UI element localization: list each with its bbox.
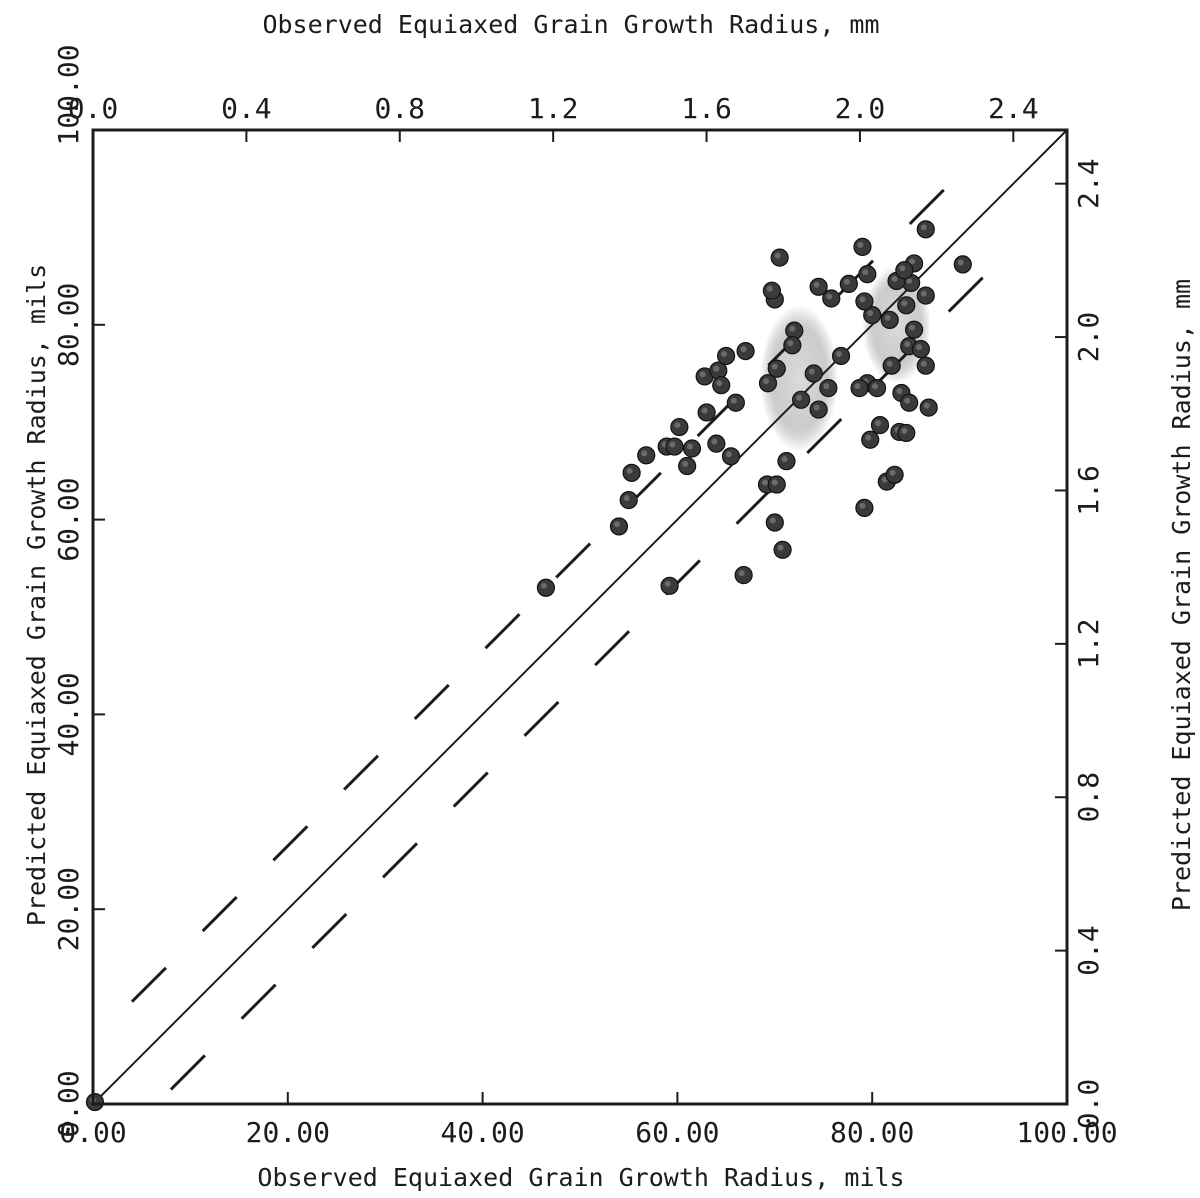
data-point	[622, 463, 641, 482]
y-tick-label-left: 80.00	[52, 283, 85, 367]
data-point	[734, 566, 753, 585]
x-axis-title-top: Observed Equiaxed Grain Growth Radius, m…	[262, 10, 879, 39]
data-point	[809, 400, 828, 419]
data-point	[670, 417, 689, 437]
x-tick-label-top: 0.8	[374, 92, 425, 125]
y-tick-label-right: 2.4	[1072, 158, 1105, 209]
data-point	[850, 379, 869, 398]
reference-lines-layer	[92, 129, 1068, 1105]
data-point	[904, 320, 924, 339]
data-point	[721, 447, 741, 466]
data-points-layer	[85, 220, 972, 1112]
x-tick-label-bottom: 20.00	[246, 1116, 330, 1149]
data-point	[822, 289, 841, 308]
data-point	[637, 446, 656, 465]
data-point	[783, 336, 802, 355]
data-point	[707, 434, 726, 453]
data-point	[855, 498, 874, 518]
x-tick-label-top: 2.0	[835, 92, 886, 125]
data-point	[882, 356, 901, 375]
data-point	[536, 578, 556, 597]
data-point	[726, 393, 745, 412]
data-point	[870, 416, 890, 435]
x-tick-label-top: 0.4	[221, 92, 272, 125]
data-point	[758, 374, 778, 393]
data-point	[861, 430, 880, 449]
data-point	[880, 310, 899, 330]
y-tick-label-right: 1.6	[1072, 465, 1105, 516]
data-point	[716, 346, 736, 366]
y-tick-label-left: 40.00	[52, 672, 85, 756]
x-tick-label-bottom: 80.00	[830, 1116, 914, 1149]
data-point	[919, 398, 938, 417]
x-tick-label-bottom: 0.00	[59, 1116, 126, 1149]
dashed-bound-line-2	[169, 275, 986, 1091]
data-point	[660, 576, 679, 595]
data-point	[839, 274, 858, 293]
data-point	[819, 379, 838, 398]
data-point	[773, 540, 792, 559]
data-point	[765, 513, 784, 532]
data-point	[770, 248, 789, 267]
data-point	[609, 517, 629, 536]
data-point	[712, 376, 731, 395]
y-tick-label-right: 1.2	[1072, 619, 1105, 670]
x-tick-label-top: 1.2	[528, 92, 579, 125]
data-point	[678, 456, 697, 476]
data-point	[767, 359, 786, 378]
data-point	[809, 277, 828, 296]
data-point	[767, 475, 786, 494]
x-tick-label-bottom: 60.00	[635, 1116, 719, 1149]
data-point	[777, 452, 796, 471]
data-point	[885, 465, 904, 484]
data-point	[900, 393, 919, 412]
data-point	[736, 341, 755, 361]
data-point	[697, 403, 716, 422]
data-point	[831, 346, 851, 366]
data-point	[858, 265, 877, 284]
y-tick-label-left: 0.00	[52, 1070, 85, 1137]
data-point	[791, 390, 811, 409]
x-tick-label-top: 2.4	[988, 92, 1039, 125]
data-point	[916, 286, 935, 305]
data-point	[897, 296, 916, 315]
y-tick-label-right: 0.4	[1072, 925, 1105, 976]
y-tick-label-right: 0.0	[1072, 1079, 1105, 1130]
x-axis-title-bottom: Observed Equiaxed Grain Growth Radius, m…	[257, 1163, 904, 1192]
data-point	[619, 491, 638, 510]
x-tick-label-top: 0.0	[68, 92, 119, 125]
data-point	[804, 364, 823, 383]
plot-frame	[91, 128, 1069, 1106]
y-tick-label-left: 20.00	[52, 867, 85, 951]
data-point	[853, 237, 872, 256]
data-point	[665, 437, 684, 456]
data-point	[916, 356, 935, 375]
data-point	[855, 292, 874, 311]
y-tick-label-left: 60.00	[52, 477, 85, 561]
data-point	[867, 379, 887, 398]
data-point	[953, 255, 972, 274]
data-point	[897, 423, 916, 443]
ticks-layer: 0.00 20.00 40.00 60.00 80.00 100.00 0.00 20.00 4…	[52, 44, 1118, 1149]
data-point	[762, 281, 781, 300]
data-point	[85, 1092, 105, 1112]
x-tick-label-bottom: 100.00	[1016, 1116, 1117, 1149]
data-point	[785, 321, 804, 340]
identity-line-0	[92, 129, 1068, 1105]
data-point	[709, 361, 728, 380]
y-tick-label-right: 0.8	[1072, 772, 1105, 823]
y-tick-label-right: 2.0	[1072, 312, 1105, 363]
data-point	[863, 305, 882, 325]
x-tick-label-top: 1.6	[681, 92, 732, 125]
x-tick-label-bottom: 40.00	[440, 1116, 524, 1149]
y-axis-title-left: Predicted Equiaxed Grain Growth Radius, …	[22, 264, 51, 926]
y-axis-title-right: Predicted Equiaxed Grain Growth Radius, …	[1167, 279, 1196, 911]
data-point	[916, 220, 935, 239]
y-tick-label-left: 100.00	[52, 44, 85, 145]
data-point	[895, 261, 914, 280]
data-point	[682, 439, 702, 458]
data-point	[911, 340, 931, 359]
